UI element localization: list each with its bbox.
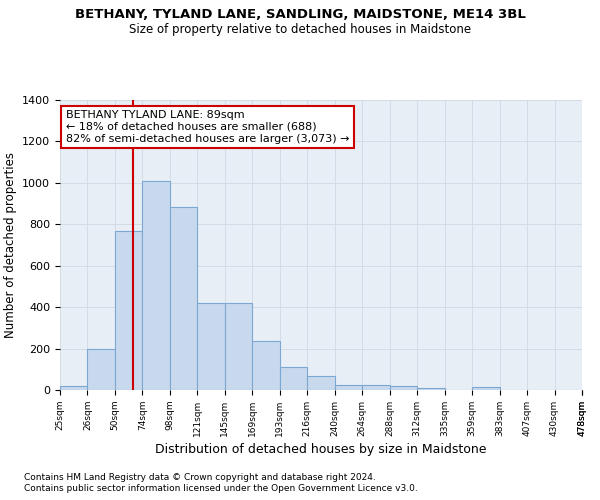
Bar [389, 386, 417, 390]
Bar [197, 303, 225, 390]
Bar [225, 303, 253, 390]
Y-axis label: Number of detached properties: Number of detached properties [4, 152, 17, 338]
Text: Contains HM Land Registry data © Crown copyright and database right 2024.: Contains HM Land Registry data © Crown c… [24, 472, 376, 482]
Text: BETHANY, TYLAND LANE, SANDLING, MAIDSTONE, ME14 3BL: BETHANY, TYLAND LANE, SANDLING, MAIDSTON… [74, 8, 526, 20]
Text: BETHANY TYLAND LANE: 89sqm
← 18% of detached houses are smaller (688)
82% of sem: BETHANY TYLAND LANE: 89sqm ← 18% of deta… [66, 110, 349, 144]
Bar [280, 367, 307, 390]
Bar [362, 385, 389, 390]
Bar [417, 388, 445, 390]
Bar [170, 206, 197, 390]
Text: Size of property relative to detached houses in Maidstone: Size of property relative to detached ho… [129, 22, 471, 36]
Bar [472, 387, 500, 390]
Bar [88, 348, 115, 390]
Bar [253, 342, 280, 390]
Text: Distribution of detached houses by size in Maidstone: Distribution of detached houses by size … [155, 442, 487, 456]
Text: Contains public sector information licensed under the Open Government Licence v3: Contains public sector information licen… [24, 484, 418, 493]
Bar [335, 385, 362, 390]
Bar [115, 230, 142, 390]
Bar [142, 181, 170, 390]
Bar [307, 376, 335, 390]
Bar [60, 386, 88, 390]
